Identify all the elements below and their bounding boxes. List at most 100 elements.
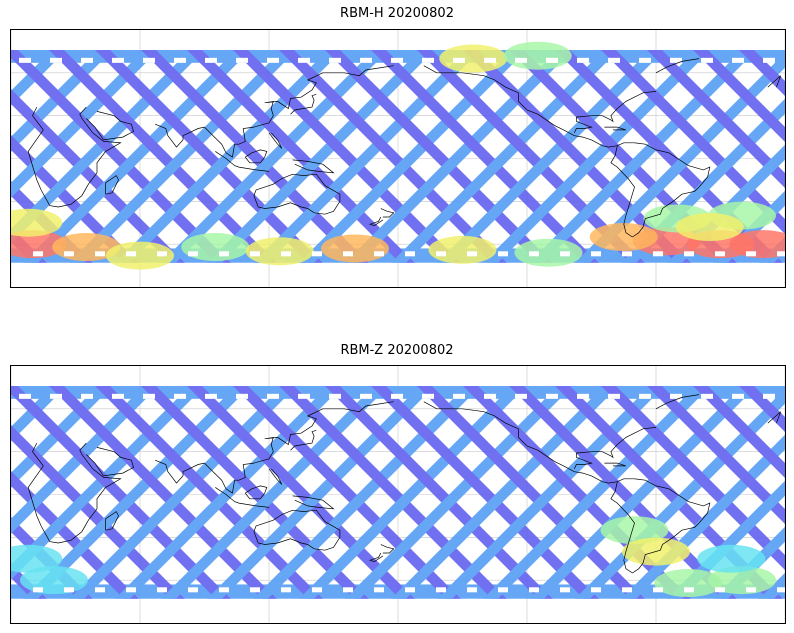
coastline: [268, 468, 283, 485]
gap-mark: [81, 393, 93, 399]
ascending-track: [667, 480, 785, 599]
descending-track: [693, 385, 785, 478]
coastline: [290, 93, 317, 115]
ascending-track: [437, 49, 665, 263]
coastline: [573, 91, 657, 133]
gap-mark: [281, 587, 291, 593]
ascending-track: [345, 385, 573, 599]
gap-mark: [484, 393, 496, 399]
coastline: [292, 495, 335, 510]
descending-track: [647, 385, 785, 524]
coastline: [204, 401, 394, 494]
ascending-track: [161, 385, 389, 599]
coastline: [86, 111, 134, 141]
gap-mark: [732, 57, 744, 63]
gap-mark: [515, 393, 527, 399]
gap-mark: [746, 251, 756, 257]
map-panel-top: [10, 29, 786, 288]
coastline: [253, 173, 341, 215]
gap-mark: [498, 251, 508, 257]
gap-mark: [484, 57, 496, 63]
gap-mark: [33, 587, 43, 593]
gap-mark: [763, 393, 775, 399]
ascending-track: [483, 49, 711, 263]
hotspot-patch: [181, 233, 250, 262]
gap-mark: [188, 251, 198, 257]
coastline: [368, 552, 384, 562]
coastline: [290, 429, 317, 451]
hotspot-patch: [729, 230, 785, 259]
ascending-track: [69, 49, 297, 263]
gap-mark: [529, 251, 539, 257]
coastline: [253, 509, 341, 551]
coastline: [215, 487, 270, 508]
ascending-track: [207, 49, 435, 263]
ascending-track: [391, 385, 619, 599]
swath-gaps: [19, 393, 785, 593]
coastline: [105, 511, 119, 531]
gap-mark: [360, 57, 372, 63]
gap-mark: [343, 587, 353, 593]
gap-mark: [374, 251, 384, 257]
gap-mark: [467, 251, 477, 257]
gap-mark: [126, 587, 136, 593]
gap-mark: [329, 393, 341, 399]
coastline: [604, 126, 627, 131]
gap-mark: [591, 587, 601, 593]
coastline: [215, 151, 270, 172]
descending-track: [647, 49, 785, 188]
gap-mark: [763, 57, 775, 63]
coastline: [245, 149, 268, 164]
gap-mark: [219, 587, 229, 593]
gap-mark: [577, 393, 589, 399]
gap-mark: [143, 57, 155, 63]
gap-mark: [467, 587, 477, 593]
hotspot-patch: [11, 544, 63, 573]
gap-mark: [112, 393, 124, 399]
hotspot-patch: [439, 44, 508, 73]
coastline: [610, 478, 711, 574]
coastline: [368, 216, 384, 226]
hotspot-patch: [708, 566, 776, 595]
gap-mark: [546, 57, 558, 63]
coastline: [268, 132, 283, 149]
coastline: [204, 65, 394, 158]
gap-mark: [670, 393, 682, 399]
gap-mark: [422, 393, 434, 399]
gap-mark: [684, 587, 694, 593]
gap-mark: [405, 587, 415, 593]
gap-mark: [546, 393, 558, 399]
gap-mark: [732, 393, 744, 399]
hotspot-patch: [20, 566, 88, 595]
gap-mark: [64, 587, 74, 593]
gap-mark: [205, 393, 217, 399]
gap-mark: [205, 57, 217, 63]
ascending-track: [115, 385, 343, 599]
gap-mark: [174, 393, 186, 399]
gap-mark: [298, 57, 310, 63]
ascending-track: [483, 385, 711, 599]
gap-mark: [498, 587, 508, 593]
gap-mark: [777, 251, 785, 257]
gap-mark: [33, 251, 43, 257]
hotspot-patch: [106, 241, 174, 270]
coastline: [767, 75, 782, 88]
gap-mark: [50, 57, 62, 63]
gap-mark: [126, 251, 136, 257]
gap-mark: [715, 251, 725, 257]
gap-mark: [236, 393, 248, 399]
gap-mark: [639, 57, 651, 63]
hotspot-patch: [245, 237, 314, 266]
gap-mark: [515, 57, 527, 63]
gap-mark: [267, 57, 279, 63]
gap-mark: [281, 251, 291, 257]
map-title-bottom: RBM-Z 20200802: [340, 343, 454, 358]
ascending-track: [345, 49, 573, 263]
map-title-top: RBM-H 20200802: [340, 6, 454, 21]
gap-mark: [236, 57, 248, 63]
gap-mark: [391, 393, 403, 399]
gap-mark: [577, 57, 589, 63]
gap-mark: [298, 393, 310, 399]
gap-mark: [19, 57, 31, 63]
gap-mark: [622, 587, 632, 593]
